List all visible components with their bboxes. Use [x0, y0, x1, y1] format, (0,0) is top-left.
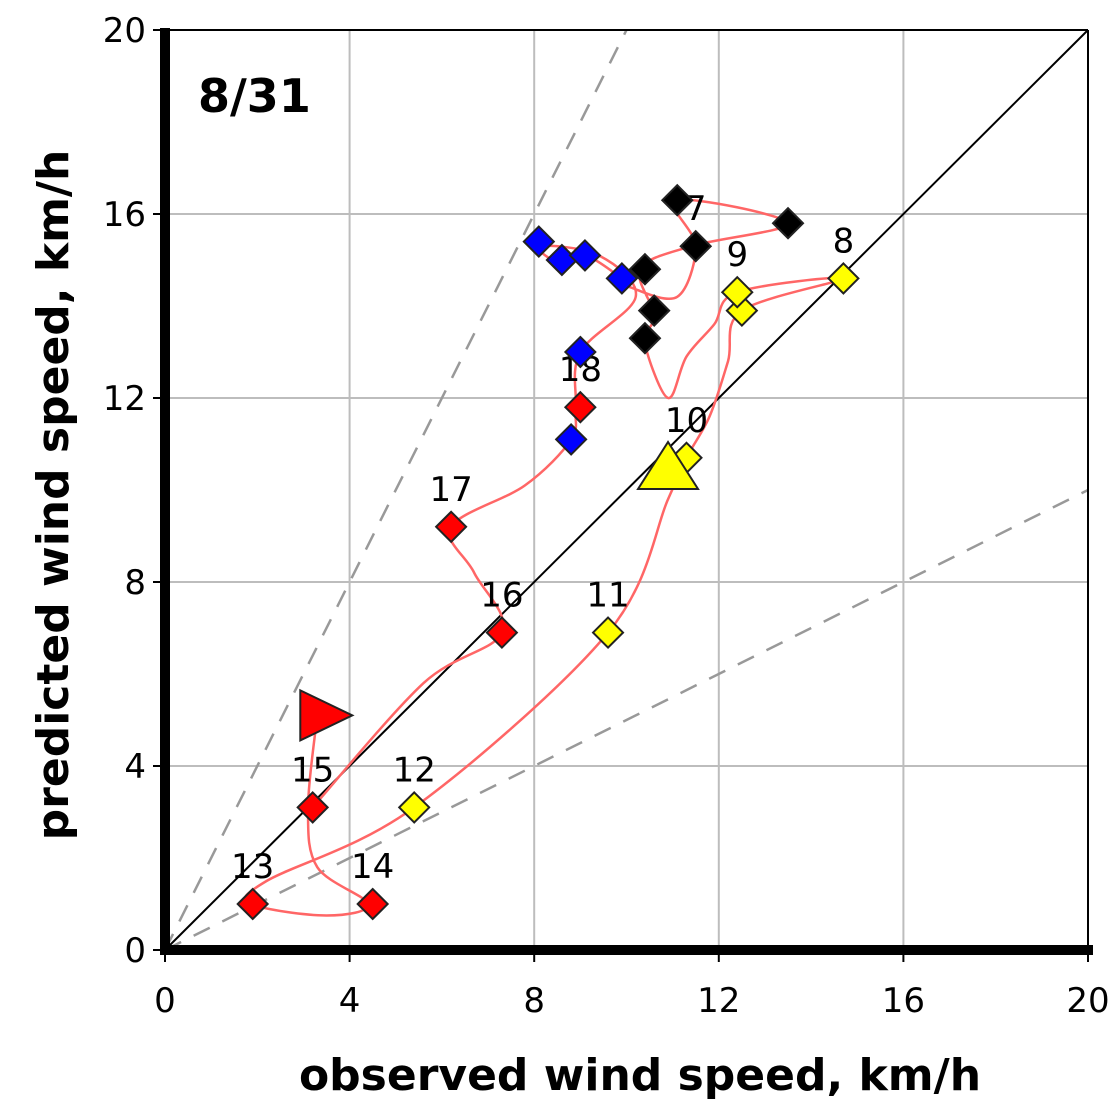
reference-line-2-to-1 — [163, 29, 628, 951]
data-point — [397, 790, 431, 824]
data-label: 12 — [393, 750, 436, 790]
x-tick-label: 0 — [154, 981, 176, 1021]
reference-lines — [163, 29, 1089, 952]
plot-frame — [160, 28, 1093, 955]
panel-label: 8/31 — [198, 69, 311, 123]
y-axis-label: predicted wind speed, km/h — [28, 150, 79, 841]
data-label: 14 — [351, 847, 394, 887]
data-point — [826, 261, 860, 295]
reference-line-1-to-2 — [164, 488, 1089, 952]
data-point — [628, 321, 662, 355]
data-label: 11 — [586, 576, 629, 616]
data-point — [660, 183, 694, 217]
data-point — [236, 887, 270, 921]
data-point — [554, 422, 588, 456]
data-point — [485, 616, 519, 650]
y-tick-label: 12 — [103, 379, 146, 419]
data-label: 8 — [833, 221, 855, 261]
y-tick-label: 20 — [103, 11, 146, 51]
data-label: 9 — [726, 235, 748, 275]
data-point — [628, 252, 662, 286]
data-point — [563, 335, 597, 369]
data-point — [591, 616, 625, 650]
data-point — [563, 390, 597, 424]
y-tick-label: 8 — [124, 563, 146, 603]
data-point — [720, 275, 754, 309]
y-tick-label: 0 — [124, 931, 146, 971]
x-tick-label: 4 — [339, 981, 361, 1021]
data-point — [771, 206, 805, 240]
data-point — [568, 238, 602, 272]
data-label: 13 — [231, 847, 274, 887]
data-label: 10 — [665, 401, 708, 441]
data-label: 15 — [291, 750, 334, 790]
x-axis-label: observed wind speed, km/h — [299, 1050, 981, 1099]
data-point — [545, 243, 579, 277]
data-point — [356, 887, 390, 921]
triangle-marker — [299, 688, 355, 742]
data-point — [296, 790, 330, 824]
x-tick-label: 16 — [882, 981, 925, 1021]
triangle-marker — [636, 440, 700, 490]
data-point — [679, 229, 713, 263]
y-tick-label: 16 — [103, 195, 146, 235]
x-tick-label: 20 — [1066, 981, 1109, 1021]
data-label: 17 — [429, 470, 472, 510]
y-tick-label: 4 — [124, 747, 146, 787]
data-point — [522, 225, 556, 259]
x-tick-label: 8 — [523, 981, 545, 1021]
data-point — [434, 510, 468, 544]
x-tick-label: 12 — [697, 981, 740, 1021]
data-point — [605, 261, 639, 295]
data-point — [637, 294, 671, 328]
reference-line-1-to-1 — [164, 29, 1089, 951]
data-label: 16 — [480, 576, 523, 616]
tick-labels: 0 4 8 12 16 20 0 4 8 12 16 20 — [103, 11, 1110, 1021]
